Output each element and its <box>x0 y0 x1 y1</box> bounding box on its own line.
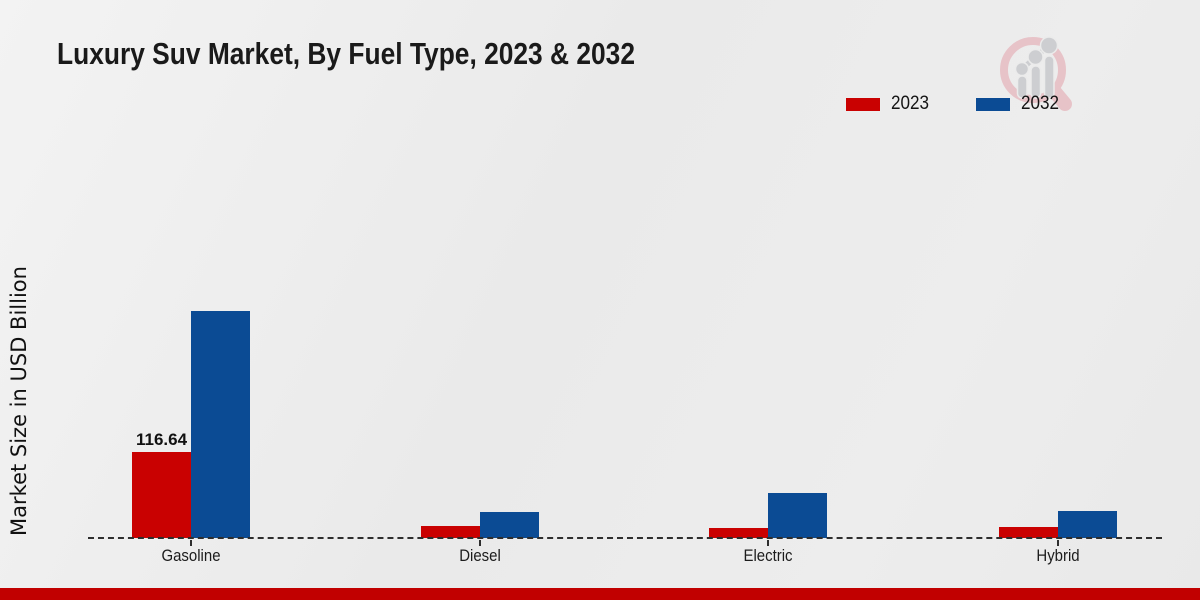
bar-electric-2032 <box>768 493 827 538</box>
bar-diesel-2023 <box>421 526 480 538</box>
category-label-hybrid: Hybrid <box>1036 546 1080 565</box>
legend-swatch-2032-icon <box>975 96 1012 112</box>
legend: 2023 2032 <box>845 93 1064 115</box>
category-label-electric: Electric <box>743 546 793 565</box>
magnifier-bar-chart-watermark-icon <box>1000 36 1072 111</box>
x-axis-tick-hybrid <box>1057 540 1059 546</box>
legend-swatch-2023-icon <box>845 96 881 112</box>
bar-gasoline-2023 <box>132 452 191 538</box>
x-axis-tick-electric <box>767 540 769 546</box>
bar-hybrid-2023 <box>999 527 1058 538</box>
x-axis-tick-diesel <box>479 540 481 546</box>
x-axis-baseline <box>88 537 1162 539</box>
footer-accent-stripe <box>0 588 1200 600</box>
legend-item-2032: 2032 <box>975 93 1063 115</box>
legend-item-2023: 2023 <box>845 93 933 115</box>
legend-label-2032: 2032 <box>1021 93 1060 114</box>
x-axis-tick-gasoline <box>190 540 192 546</box>
legend-label-2023: 2023 <box>891 93 930 114</box>
bar-diesel-2032 <box>480 512 539 538</box>
chart-title: Luxury Suv Market, By Fuel Type, 2023 & … <box>57 36 635 71</box>
category-label-gasoline: Gasoline <box>161 546 221 565</box>
value-label-gasoline-2023: 116.64 <box>135 430 188 449</box>
category-label-diesel: Diesel <box>459 546 501 565</box>
bar-gasoline-2032 <box>191 311 250 538</box>
bar-hybrid-2032 <box>1058 511 1117 538</box>
bar-electric-2023 <box>709 528 768 538</box>
